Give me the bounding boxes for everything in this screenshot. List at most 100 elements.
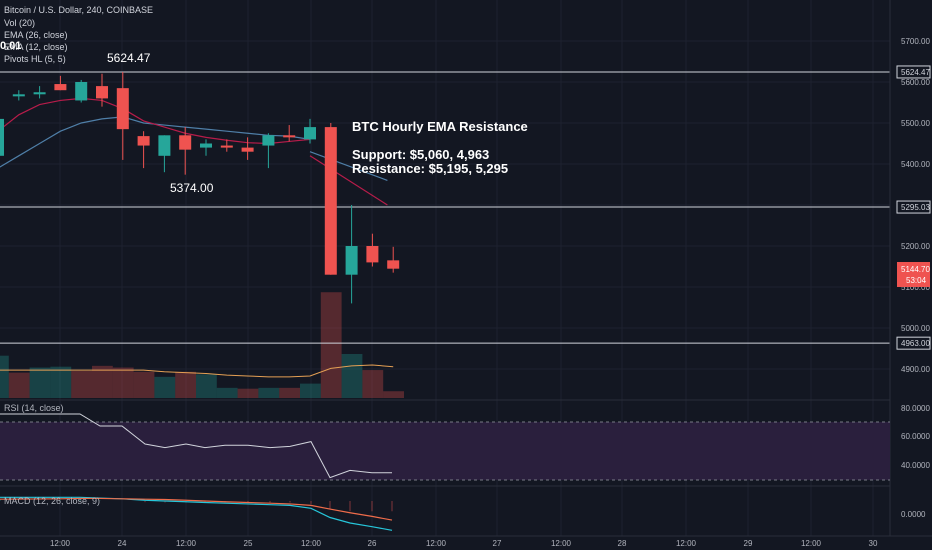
macd-label[interactable]: MACD (12, 26, close, 9) [4,496,100,506]
price-tick: 5500.00 [901,119,930,128]
rsi-tick-40: 40.0000 [901,461,930,470]
volume-bar [154,376,176,398]
rsi-tick-80: 80.0000 [901,404,930,413]
time-tick: 12:00 [676,539,697,548]
indicator-pivots[interactable]: Pivots HL (5, 5) [4,54,66,64]
partial-value: 0.01 [0,40,21,52]
candle-body[interactable] [12,94,25,97]
indicator-vol[interactable]: Vol (20) [4,18,35,28]
indicator-ema26[interactable]: EMA (26, close) [4,30,68,40]
volume-bar [216,387,238,398]
volume-bar [175,371,196,398]
bar-countdown: 53:04 [906,276,927,285]
time-tick: 29 [744,539,753,548]
macd-tick-0: 0.0000 [901,510,926,519]
current-price-value: 5144.70 [901,265,930,274]
candle-body[interactable] [75,82,88,101]
volume-bars [0,292,404,398]
price-axis[interactable]: 5700.005600.005500.005400.005300.005200.… [896,37,931,374]
time-tick: 25 [244,539,253,548]
volume-bar [258,387,280,398]
volume-bar [362,370,384,398]
time-tick: 12:00 [301,539,322,548]
volume-bar [50,366,72,398]
time-tick: 26 [368,539,377,548]
rsi-line [0,413,392,479]
rsi-band [0,422,890,480]
price-tick: 5100.00 [901,283,930,292]
annotation-title[interactable]: BTC Hourly EMA Resistance [352,119,528,134]
volume-bar [320,292,342,398]
candle-body[interactable] [54,84,67,91]
level-tag: 4963.00 [901,339,930,348]
volume-bar [0,355,9,398]
candlesticks[interactable] [0,71,400,304]
ema-lines [0,97,388,206]
level-tag-box [896,200,931,214]
level-tag-box [896,336,931,350]
volume-bar [279,387,300,398]
candle-body[interactable] [241,147,254,152]
candle-body[interactable] [387,260,400,269]
pivot-level-lines [0,71,890,344]
annotation-support[interactable]: Support: $5,060, 4,963 [352,147,489,162]
time-tick: 28 [618,539,627,548]
rsi-label[interactable]: RSI (14, close) [4,403,64,413]
candle-body[interactable] [96,86,108,99]
candle-body[interactable] [262,135,275,146]
candle-body[interactable] [116,88,129,130]
candle-body[interactable] [158,135,171,156]
price-tick: 5700.00 [901,37,930,46]
candle-body[interactable] [304,127,316,140]
time-tick: 12:00 [50,539,71,548]
indicator-ema12[interactable]: EMA (12, close) [4,42,68,52]
rsi-tick-60: 60.0000 [901,432,930,441]
time-tick: 12:00 [801,539,822,548]
candle-body[interactable] [0,118,4,156]
time-tick: 12:00 [551,539,572,548]
time-axis[interactable]: 12:00 24 12:00 25 12:00 26 12:00 27 12:00 28 12:00… [50,539,878,548]
volume-ma-line [0,364,394,378]
volume-bar [29,367,51,398]
level-tag: 5295.03 [901,203,930,212]
candle-body[interactable] [33,92,46,95]
volume-bar [383,391,404,398]
time-tick: 12:00 [426,539,447,548]
candle-body[interactable] [366,246,379,263]
price-tick: 5600.00 [901,78,930,87]
candle-body[interactable] [200,143,212,148]
pivot-low-label: 5374.00 [170,181,214,195]
ema12-line [0,97,311,145]
time-tick: 24 [118,539,127,548]
candle-body[interactable] [137,136,150,146]
volume-bar [196,374,217,398]
volume-bar [237,388,259,398]
candle-body[interactable] [179,135,192,150]
volume-bar [71,370,92,398]
time-tick: 30 [869,539,878,548]
price-tick: 4900.00 [901,365,930,374]
candle-body[interactable] [220,145,233,148]
level-tag: 5624.47 [901,68,930,77]
pivot-high-label: 5624.47 [107,51,151,65]
price-tick: 5200.00 [901,242,930,251]
volume-bar [8,372,30,398]
macd-signal-line [0,497,393,521]
ema12-projection [309,155,388,206]
time-tick: 27 [493,539,502,548]
annotation-resistance[interactable]: Resistance: $5,195, 5,295 [352,161,508,176]
price-tick: 5000.00 [901,324,930,333]
volume-bar [92,365,113,398]
ema26-projection [309,151,388,181]
volume-bar [300,383,321,398]
macd-lines [0,496,393,531]
candle-body[interactable] [283,135,296,138]
candle-body[interactable] [324,127,337,275]
volume-bar [112,367,134,398]
price-tick: 5400.00 [901,160,930,169]
volume-bar [133,371,155,398]
candle-body[interactable] [345,246,358,275]
current-price-tag[interactable] [897,262,930,287]
level-tag-box [896,65,931,79]
